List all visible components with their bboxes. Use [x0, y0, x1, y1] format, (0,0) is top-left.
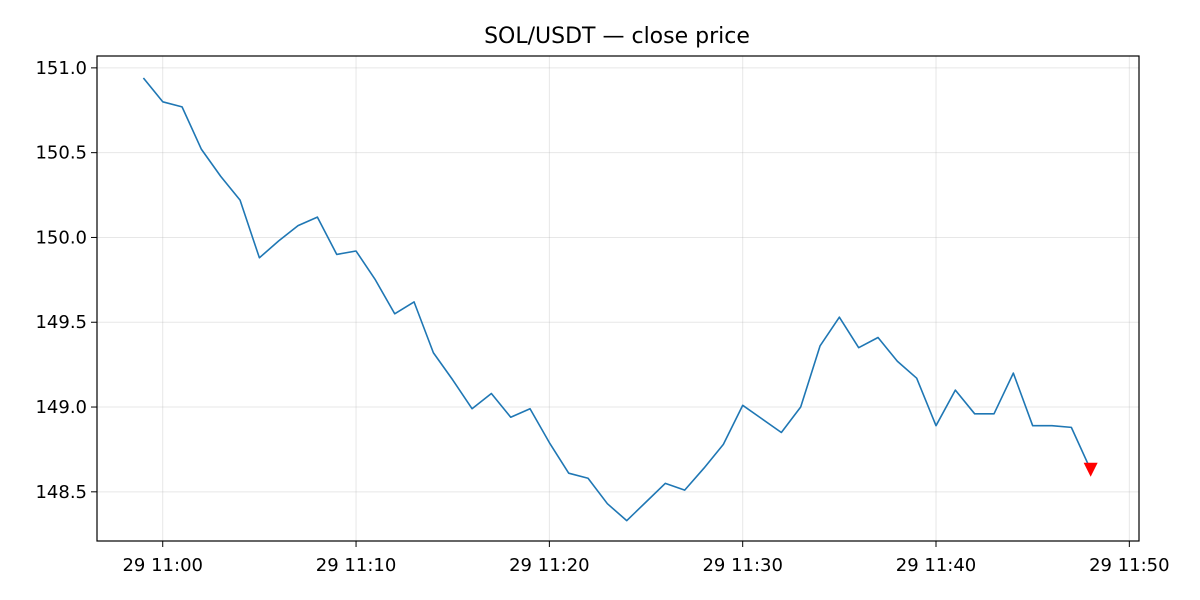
sell-signal-marker — [1083, 462, 1098, 477]
plot-frame — [96, 55, 1140, 542]
y-tick-label: 149.0 — [35, 397, 87, 418]
y-tick-label: 150.5 — [35, 143, 87, 164]
x-tick-label: 29 11:10 — [316, 555, 397, 576]
y-axis: 148.5 149.0 149.5 150.0 150.5 151.0 — [35, 58, 97, 503]
y-tick-label: 149.5 — [35, 312, 87, 333]
y-tick-label: 148.5 — [35, 482, 87, 503]
y-tick-label: 150.0 — [35, 227, 87, 248]
plot-series — [142, 77, 1098, 522]
grid-lines — [97, 56, 1139, 541]
y-tick-label: 151.0 — [35, 58, 87, 79]
x-tick-label: 29 11:40 — [896, 555, 977, 576]
x-tick-label: 29 11:00 — [122, 555, 203, 576]
price-series-line — [142, 77, 1092, 522]
x-axis: 29 11:00 29 11:10 29 11:20 29 11:30 29 11:40… — [122, 541, 1170, 576]
x-tick-label: 29 11:50 — [1089, 555, 1170, 576]
chart-title: SOL/USDT — close price — [484, 24, 750, 49]
x-tick-label: 29 11:30 — [702, 555, 783, 576]
x-tick-label: 29 11:20 — [509, 555, 590, 576]
